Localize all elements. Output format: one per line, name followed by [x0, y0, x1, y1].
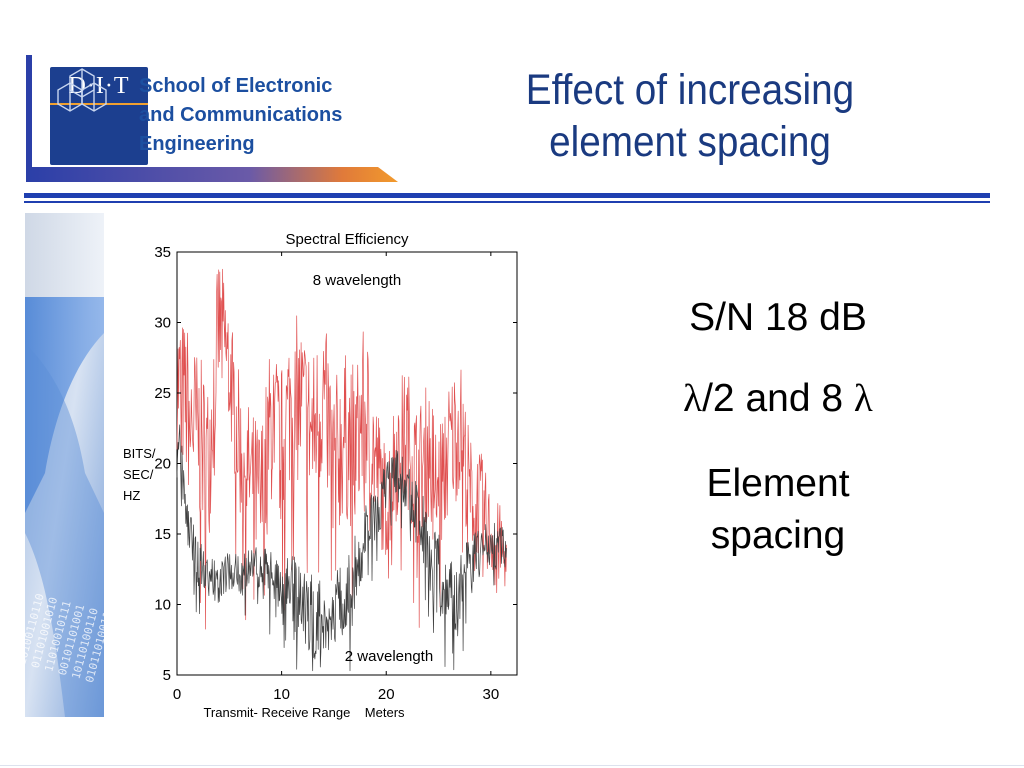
y-tick-label: 20	[154, 456, 171, 473]
dit-logo: D·I·T	[50, 67, 148, 165]
series-line-8-wavelength	[176, 268, 507, 630]
slide-title: Effect of increasing element spacing	[456, 64, 924, 168]
y-tick-label: 10	[154, 597, 171, 614]
slide-title-line-1: Effect of increasing	[525, 66, 855, 114]
school-line-3: Engineering	[139, 133, 255, 155]
header-rule-thin	[24, 201, 990, 203]
slide-title-line-2: element spacing	[549, 118, 831, 166]
school-line-1: School of Electronic	[139, 75, 333, 97]
footer-rule	[0, 765, 1024, 766]
y-tick-label: 35	[154, 244, 171, 261]
x-tick-label: 10	[273, 686, 290, 703]
y-tick-label: 30	[154, 315, 171, 332]
y-tick-label: 25	[154, 385, 171, 402]
annotation-8-wavelength: 8 wavelength	[313, 272, 401, 289]
element-spacing-text: Element spacing	[628, 458, 928, 562]
x-tick-label: 20	[378, 686, 395, 703]
snr-text: S/N 18 dB	[689, 296, 867, 339]
header-banner: D·I·T	[26, 55, 398, 182]
banner-frame	[26, 55, 398, 182]
side-decoration-image: 10100110110 01101001010 11010010111 0010…	[25, 213, 104, 717]
series-line-2-wavelength	[176, 424, 507, 672]
axis-layer: 5 10 15 20 25 30 35 0 10 20 30	[154, 244, 517, 703]
spacing-mid-text: /2 and 8	[702, 377, 854, 420]
series-layer	[176, 268, 507, 672]
spacing-text: λ/2 and 8 λ	[628, 376, 928, 421]
lambda-symbol-2: λ	[853, 377, 873, 420]
x-tick-label: 30	[483, 686, 500, 703]
x-axis-label: Transmit- Receive Range Meters	[203, 705, 405, 720]
y-axis-label-line-3: HZ	[123, 488, 140, 503]
element-line: Element	[706, 462, 850, 505]
y-tick-label: 15	[154, 526, 171, 543]
chart-title: Spectral Efficiency	[285, 231, 409, 248]
lambda-symbol: λ	[683, 377, 703, 420]
shield-emblem-icon	[57, 68, 107, 112]
spacing-line: spacing	[710, 514, 846, 557]
school-line-2: and Communications	[139, 104, 343, 126]
header-rule	[24, 193, 990, 198]
y-axis-label-line-2: SEC/	[123, 467, 154, 482]
x-tick-label: 0	[173, 686, 181, 703]
y-axis-label-line-1: BITS/	[123, 446, 156, 461]
school-name: School of Electronic and Communications …	[139, 72, 342, 159]
y-tick-label: 5	[163, 667, 171, 684]
annotation-2-wavelength: 2 wavelength	[345, 648, 433, 665]
